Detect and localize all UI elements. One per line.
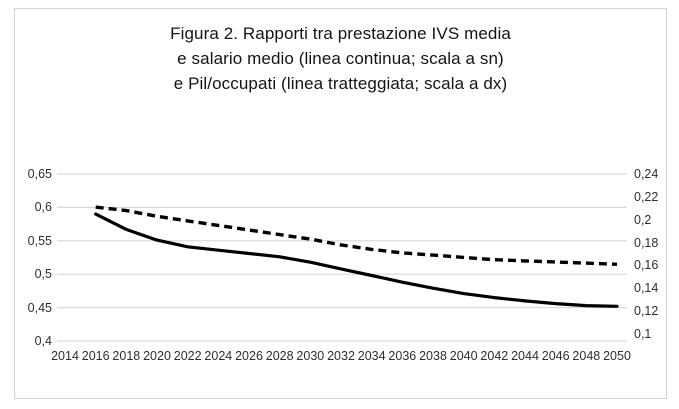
series-line-dashed-pil-occupati xyxy=(95,205,618,266)
right-axis-tick-label: 0,22 xyxy=(634,189,659,204)
x-axis-tick-label: 2030 xyxy=(296,349,325,363)
right-axis-tick-label: 0,24 xyxy=(634,167,659,181)
x-axis-tick-label: 2042 xyxy=(480,349,509,363)
right-axis-tick-label: 0,1 xyxy=(634,327,652,341)
x-axis-tick-label: 2032 xyxy=(327,349,355,363)
x-axis-tick-label: 2018 xyxy=(112,349,141,363)
x-axis-tick-label: 2050 xyxy=(603,349,631,363)
chart-title-line-2: e salario medio (linea continua; scala a… xyxy=(177,49,504,68)
x-axis-tick-label: 2020 xyxy=(143,349,171,363)
x-axis-tick-label: 2048 xyxy=(572,349,601,363)
x-axis-tick-label: 2028 xyxy=(265,349,294,363)
x-axis-tick-label: 2016 xyxy=(81,349,110,363)
chart-title-line-1: Figura 2. Rapporti tra prestazione IVS m… xyxy=(170,24,511,43)
x-axis-tick-label: 2014 xyxy=(51,349,79,363)
left-axis-tick-label: 0,6 xyxy=(34,200,52,215)
gridlines xyxy=(57,173,627,342)
x-axis-tick-label: 2036 xyxy=(388,349,417,363)
chart-title-line-3: e Pil/occupati (linea tratteggiata; scal… xyxy=(173,74,508,93)
right-axis-tick-label: 0,14 xyxy=(634,281,659,296)
chart-title: Figura 2. Rapporti tra prestazione IVS m… xyxy=(14,21,667,96)
right-axis-tick-label: 0,12 xyxy=(634,304,659,319)
x-axis-tick-label: 2026 xyxy=(235,349,263,363)
left-axis-tick-label: 0,5 xyxy=(34,267,52,282)
x-axis-tick-label: 2040 xyxy=(449,349,478,363)
left-axis-tick-label: 0,45 xyxy=(27,300,52,315)
right-axis-tick-label: 0,18 xyxy=(634,235,659,250)
right-axis-tick-label: 0,2 xyxy=(634,212,652,227)
x-axis-tick-label: 2038 xyxy=(419,349,447,363)
left-axis-tick-label: 0,55 xyxy=(27,233,52,248)
left-axis-tick-label: 0,4 xyxy=(34,334,52,348)
right-axis-tick-label: 0,16 xyxy=(634,258,659,273)
x-axis-tick-label: 2022 xyxy=(173,349,202,363)
figure-border xyxy=(14,8,667,399)
x-axis-tick-label: 2046 xyxy=(541,349,570,363)
x-axis-tick-label: 2034 xyxy=(357,349,386,363)
left-axis-tick-label: 0,65 xyxy=(27,167,52,181)
series-line-solid-ivs-salario xyxy=(94,212,619,308)
x-axis-tick-label: 2044 xyxy=(511,349,539,363)
x-axis-tick-label: 2024 xyxy=(204,349,233,363)
